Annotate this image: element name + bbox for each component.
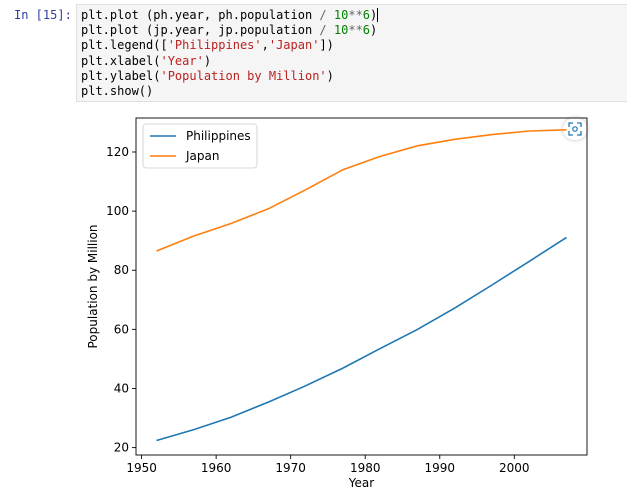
code-token: 'Population by Million'	[160, 68, 327, 83]
code-token: 'Year'	[160, 53, 204, 68]
figure-expand-button[interactable]	[563, 118, 587, 140]
y-tick-label: 100	[106, 204, 129, 218]
x-tick-label: 1960	[201, 461, 232, 475]
y-tick-label: 20	[114, 441, 129, 455]
code-token: plt.show()	[81, 84, 154, 99]
legend-box	[142, 123, 258, 169]
code-editor[interactable]: plt.plot (ph.year, ph.population / 10**6…	[81, 8, 379, 99]
code-token: **	[348, 8, 363, 22]
code-token: plt.legend([	[81, 38, 168, 53]
y-axis-label: Population by Million	[86, 224, 100, 348]
x-tick-label: 1950	[126, 461, 157, 475]
code-token: 10	[333, 23, 349, 38]
x-tick-label: 2000	[499, 461, 530, 475]
code-line: plt.plot (jp.year, jp.population / 10**6…	[81, 23, 378, 38]
y-tick-label: 80	[114, 263, 129, 277]
code-token: plt.plot (jp.year, jp.population	[81, 23, 320, 38]
code-token: 6	[362, 8, 371, 22]
code-line: plt.legend(['Philippines','Japan'])	[81, 38, 378, 53]
code-token: 'Japan'	[268, 38, 320, 53]
code-token: )	[370, 8, 379, 22]
code-token: **	[348, 23, 363, 38]
code-token: /	[319, 8, 327, 22]
series-line-japan	[156, 129, 567, 252]
code-line: plt.plot (ph.year, ph.population / 10**6…	[81, 8, 379, 23]
series-line-philippines	[156, 236, 567, 442]
code-token: )	[326, 68, 334, 83]
code-token: )	[203, 53, 212, 68]
code-token: ,	[261, 38, 269, 53]
code-token: )	[370, 23, 378, 38]
code-line: plt.ylabel('Population by Million')	[81, 69, 378, 84]
code-token: /	[319, 23, 327, 38]
code-token: plt.ylabel(	[81, 68, 161, 83]
x-tick-label: 1990	[424, 461, 455, 475]
code-cell[interactable]: plt.plot (ph.year, ph.population / 10**6…	[76, 4, 627, 102]
y-tick-label: 60	[114, 322, 129, 336]
code-token: 6	[362, 23, 371, 38]
legend-label: Philippines	[186, 129, 251, 143]
y-tick-label: 120	[106, 145, 129, 159]
legend-label: Japan	[185, 149, 219, 163]
code-line: plt.xlabel('Year')	[81, 54, 378, 69]
expand-icon	[568, 122, 582, 136]
legend: Philippines Japan	[142, 123, 258, 169]
cell-prompt: In [15]:	[14, 8, 72, 22]
code-token: plt.xlabel(	[81, 53, 161, 68]
axes-frame	[135, 117, 588, 456]
y-tick-label: 40	[114, 381, 129, 395]
code-token: 'Philippines'	[167, 38, 262, 53]
x-axis-label: Year	[348, 476, 374, 490]
code-token: 10	[333, 8, 349, 22]
code-token: plt.plot (ph.year, ph.population	[81, 8, 320, 22]
code-line: plt.show()	[81, 84, 378, 99]
code-token: ])	[319, 38, 334, 53]
x-tick-label: 1970	[275, 461, 306, 475]
x-tick-label: 1980	[350, 461, 381, 475]
